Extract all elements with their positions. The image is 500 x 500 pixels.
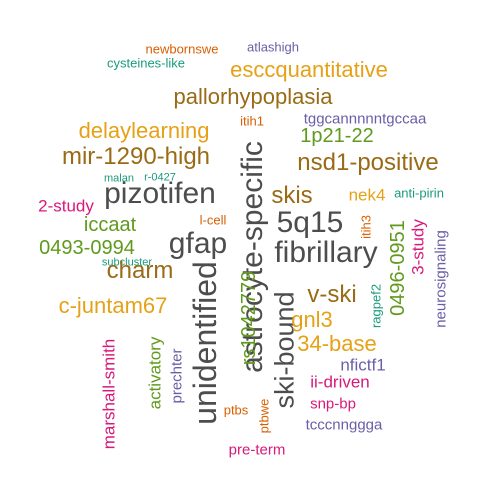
word-ptbwe: ptbwe: [256, 398, 272, 434]
word-ii-driven: ii-driven: [310, 372, 370, 392]
word-34-base: 34-base: [297, 331, 377, 356]
word-gnl3: gnl3: [291, 307, 333, 332]
word-gfap: gfap: [168, 227, 228, 260]
word-skis: skis: [271, 182, 313, 209]
word-pre-term: pre-term: [228, 441, 286, 459]
word-3-study: 3-study: [408, 219, 428, 275]
word-rs1042779: rs1042779: [238, 270, 260, 366]
word-subcluster: subcluster: [101, 256, 153, 269]
word-0496-0951: 0496-0951: [387, 220, 409, 316]
word-iccaat: iccaat: [83, 214, 137, 236]
word-r-0427: r-0427: [144, 171, 176, 184]
word-nsd1-positive: nsd1-positive: [297, 149, 439, 176]
word-2-study: 2-study: [38, 196, 94, 216]
word-pizotifen: pizotifen: [104, 177, 216, 210]
word-0493-0994: 0493-0994: [39, 237, 135, 259]
word-5q15: 5q15: [276, 206, 344, 239]
word-neurosignaling: neurosignaling: [432, 230, 450, 328]
word-unidentified: unidentified: [187, 261, 223, 425]
word-nfictf1: nfictf1: [340, 355, 386, 375]
word-pallorhypoplasia: pallorhypoplasia: [173, 84, 333, 109]
word-newbornswe: newbornswe: [145, 41, 219, 57]
word-esccquantitative: esccquantitative: [230, 57, 388, 82]
word-fibrillary: fibrillary: [274, 236, 378, 269]
word-nek4: nek4: [348, 185, 386, 205]
word-marshall-smith: marshall-smith: [99, 338, 119, 450]
word-activatory: activatory: [145, 336, 165, 410]
word-1p21-22: 1p21-22: [300, 125, 374, 147]
word-atlashigh: atlashigh: [246, 39, 300, 55]
word-snp-bp: snp-bp: [310, 395, 356, 413]
word-delaylearning: delaylearning: [78, 118, 210, 143]
word-prechter: prechter: [168, 348, 186, 404]
word-ptbs: ptbs: [223, 402, 249, 418]
word-ragpef2: ragpef2: [368, 283, 384, 329]
word-c-juntam67: c-juntam67: [58, 293, 168, 318]
word-tcccnnggga: tcccnnggga: [305, 416, 383, 434]
word-charm: charm: [106, 257, 174, 284]
word-v-ski: v-ski: [307, 281, 357, 308]
word-tggcannnnntgccaa: tggcannnnntgccaa: [303, 110, 427, 128]
word-itih1: itih1: [240, 113, 264, 129]
word-malan: malan: [104, 172, 134, 185]
word-l-cell: l-cell: [199, 212, 227, 228]
word-cysteines-like: cysteines-like: [106, 55, 186, 71]
word-anti-pirin: anti-pirin: [394, 185, 444, 201]
word-mir-1290-high: mir-1290-high: [61, 143, 211, 170]
